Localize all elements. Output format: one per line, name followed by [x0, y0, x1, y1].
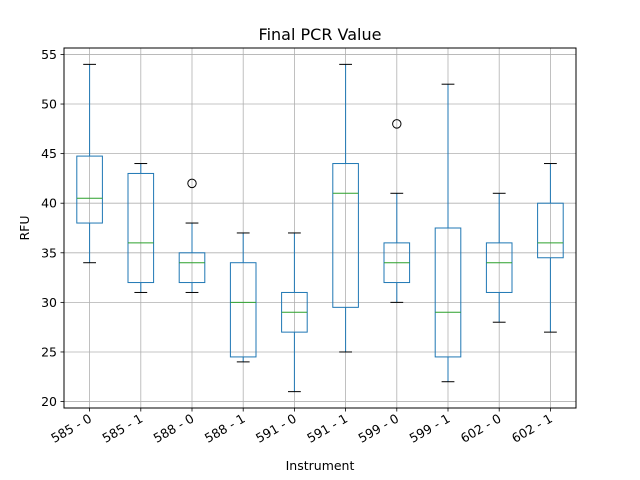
x-tick-label: 588 - 1 [202, 411, 248, 446]
y-axis-label: RFU [17, 215, 32, 240]
box-iqr [178, 252, 206, 284]
x-tick-label: 599 - 0 [355, 411, 401, 446]
y-tick-label: 45 [41, 146, 57, 161]
y-tick-label: 35 [41, 245, 57, 260]
box-iqr [229, 262, 257, 358]
plot-area-frame [63, 47, 577, 409]
x-axis-label: Instrument [286, 458, 355, 473]
box-iqr [127, 172, 155, 284]
y-tick-label: 50 [41, 97, 57, 112]
chart-title: Final PCR Value [259, 25, 382, 44]
y-tick-label: 20 [41, 394, 57, 409]
x-tick-label: 602 - 1 [509, 411, 555, 446]
axis-ticks: 20 25 30 35 40 45 50 55 585 - 0 585 - 1 588 - 0 588… [41, 47, 555, 446]
outlier-point [187, 178, 197, 189]
box-iqr [537, 202, 564, 259]
box-iqr [76, 155, 103, 224]
x-tick-label: 591 - 1 [304, 411, 350, 446]
x-tick-label: 591 - 0 [253, 411, 299, 446]
boxes [76, 63, 564, 393]
box-iqr [485, 242, 513, 293]
box-iqr [332, 163, 359, 308]
x-tick-label: 602 - 0 [458, 411, 504, 446]
y-tick-label: 30 [41, 295, 57, 310]
y-tick-label: 25 [41, 344, 57, 359]
x-tick-label: 599 - 1 [407, 411, 453, 446]
y-tick-label: 40 [41, 196, 57, 211]
y-tick-label: 55 [41, 47, 57, 62]
x-tick-label: 585 - 1 [99, 411, 145, 446]
outlier-point [392, 119, 402, 129]
x-tick-label: 585 - 0 [48, 411, 94, 446]
x-tick-label: 588 - 0 [151, 411, 197, 446]
box-iqr [434, 227, 462, 358]
